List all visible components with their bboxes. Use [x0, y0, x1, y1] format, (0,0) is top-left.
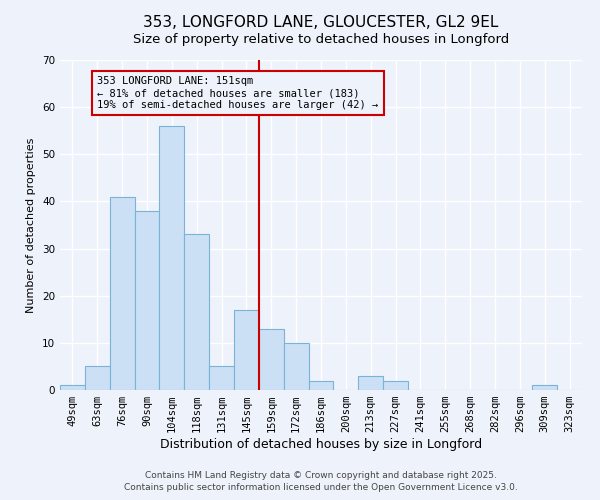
Bar [234, 310, 259, 390]
Y-axis label: Number of detached properties: Number of detached properties [26, 138, 37, 312]
Bar [60, 386, 85, 390]
Bar [160, 126, 184, 390]
Bar [284, 343, 308, 390]
Text: 353, LONGFORD LANE, GLOUCESTER, GL2 9EL: 353, LONGFORD LANE, GLOUCESTER, GL2 9EL [143, 15, 499, 30]
Bar [308, 380, 334, 390]
Bar [110, 196, 134, 390]
Bar [184, 234, 209, 390]
Bar [134, 211, 160, 390]
Bar [85, 366, 110, 390]
Bar [259, 328, 284, 390]
Text: Size of property relative to detached houses in Longford: Size of property relative to detached ho… [133, 32, 509, 46]
Bar [532, 386, 557, 390]
Bar [383, 380, 408, 390]
Text: Contains HM Land Registry data © Crown copyright and database right 2025.
Contai: Contains HM Land Registry data © Crown c… [124, 471, 518, 492]
Bar [209, 366, 234, 390]
X-axis label: Distribution of detached houses by size in Longford: Distribution of detached houses by size … [160, 438, 482, 451]
Bar [358, 376, 383, 390]
Text: 353 LONGFORD LANE: 151sqm
← 81% of detached houses are smaller (183)
19% of semi: 353 LONGFORD LANE: 151sqm ← 81% of detac… [97, 76, 379, 110]
